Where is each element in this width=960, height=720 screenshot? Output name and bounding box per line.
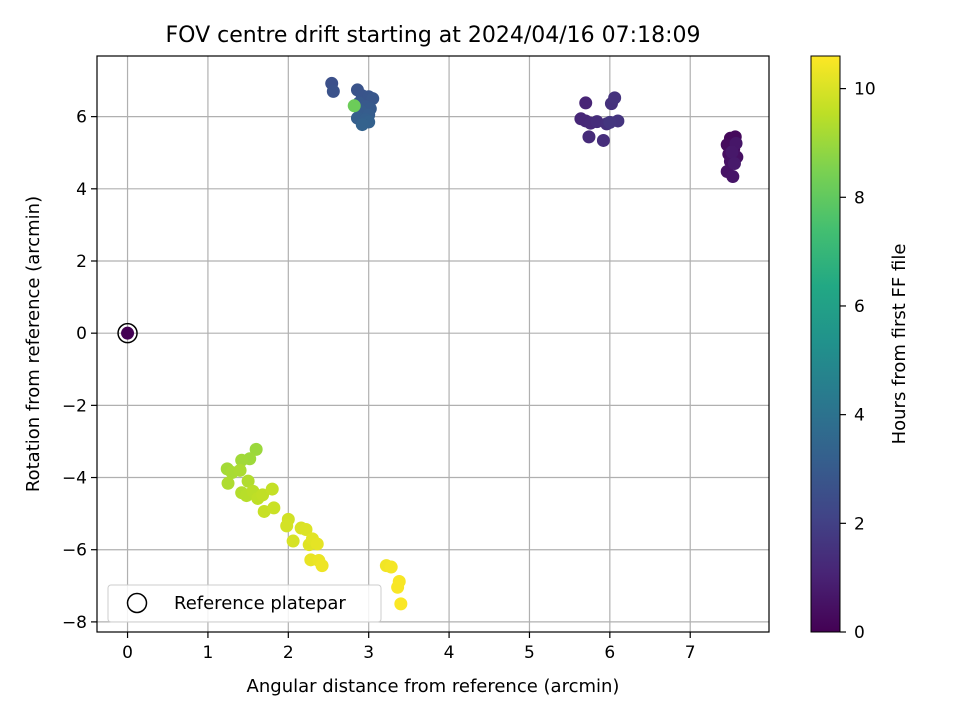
y-tick-label: −6: [62, 541, 87, 561]
colorbar-label: Hours from first FF file: [889, 244, 910, 445]
grid-lines: [97, 56, 769, 632]
reference-marker-group: [117, 322, 138, 344]
data-point: [596, 133, 610, 147]
data-point: [310, 537, 324, 551]
data-point: [608, 91, 622, 105]
data-point: [286, 534, 300, 548]
colorbar-tick-label: 2: [854, 514, 865, 534]
y-tick-label: 4: [76, 180, 87, 200]
data-point: [582, 130, 596, 144]
colorbar-gradient: [810, 55, 841, 633]
colorbar-tick-label: 10: [854, 80, 876, 100]
data-point: [384, 560, 398, 574]
colorbar-tick-label: 6: [854, 297, 865, 317]
data-point: [221, 476, 235, 490]
x-tick-label: 4: [444, 643, 455, 663]
data-point: [233, 463, 247, 477]
data-point: [315, 559, 329, 573]
y-axis-ticks: −8 −6 −4 −2 0 2 4 6: [62, 108, 97, 633]
data-point: [579, 96, 593, 110]
colorbar-ticks: 0 2 4 6 8 10: [840, 80, 876, 643]
y-tick-label: −2: [62, 396, 87, 416]
x-tick-label: 0: [122, 643, 133, 663]
data-point: [249, 442, 263, 456]
y-tick-label: −8: [62, 613, 87, 633]
x-tick-label: 6: [604, 643, 615, 663]
y-tick-label: −4: [62, 469, 87, 489]
x-tick-label: 2: [283, 643, 294, 663]
data-point: [299, 523, 313, 537]
data-point: [394, 597, 408, 611]
x-tick-label: 7: [685, 643, 696, 663]
data-point: [265, 482, 279, 496]
data-point: [603, 115, 617, 129]
y-tick-label: 2: [76, 252, 87, 272]
x-tick-label: 5: [524, 643, 535, 663]
y-tick-label: 6: [76, 108, 87, 128]
data-point: [280, 519, 294, 533]
data-point: [256, 488, 270, 502]
legend-box: [107, 584, 382, 623]
x-axis-ticks: 0 1 2 3 4 5 6 7: [122, 632, 696, 663]
reference-marker: [117, 322, 138, 344]
colorbar-tick-label: 4: [854, 406, 865, 426]
data-point: [241, 474, 255, 488]
y-tick-label: 0: [76, 324, 87, 344]
data-point: [347, 99, 361, 113]
data-point: [725, 145, 739, 159]
data-point: [235, 453, 249, 467]
colorbar-tick-label: 0: [854, 623, 865, 643]
x-tick-label: 3: [363, 643, 374, 663]
data-point: [267, 501, 281, 515]
chart-title: FOV centre drift starting at 2024/04/16 …: [166, 23, 701, 48]
data-point: [726, 170, 740, 184]
x-axis-label: Angular distance from reference (arcmin): [247, 676, 620, 697]
legend-label: Reference platepar: [174, 593, 346, 614]
legend-marker-icon: [126, 592, 148, 614]
colorbar-tick-label: 8: [854, 188, 865, 208]
x-tick-label: 1: [203, 643, 214, 663]
data-point: [727, 157, 741, 171]
y-axis-label: Rotation from reference (arcmin): [23, 196, 44, 492]
colorbar: 0 2 4 6 8 10 Hours from first FF file: [810, 55, 910, 643]
data-point: [391, 580, 405, 594]
reference-point: [121, 326, 135, 340]
plot-frame: [96, 55, 770, 633]
legend: Reference platepar: [107, 584, 382, 623]
data-point: [355, 118, 369, 132]
data-points: [220, 76, 744, 611]
data-point: [326, 84, 340, 98]
